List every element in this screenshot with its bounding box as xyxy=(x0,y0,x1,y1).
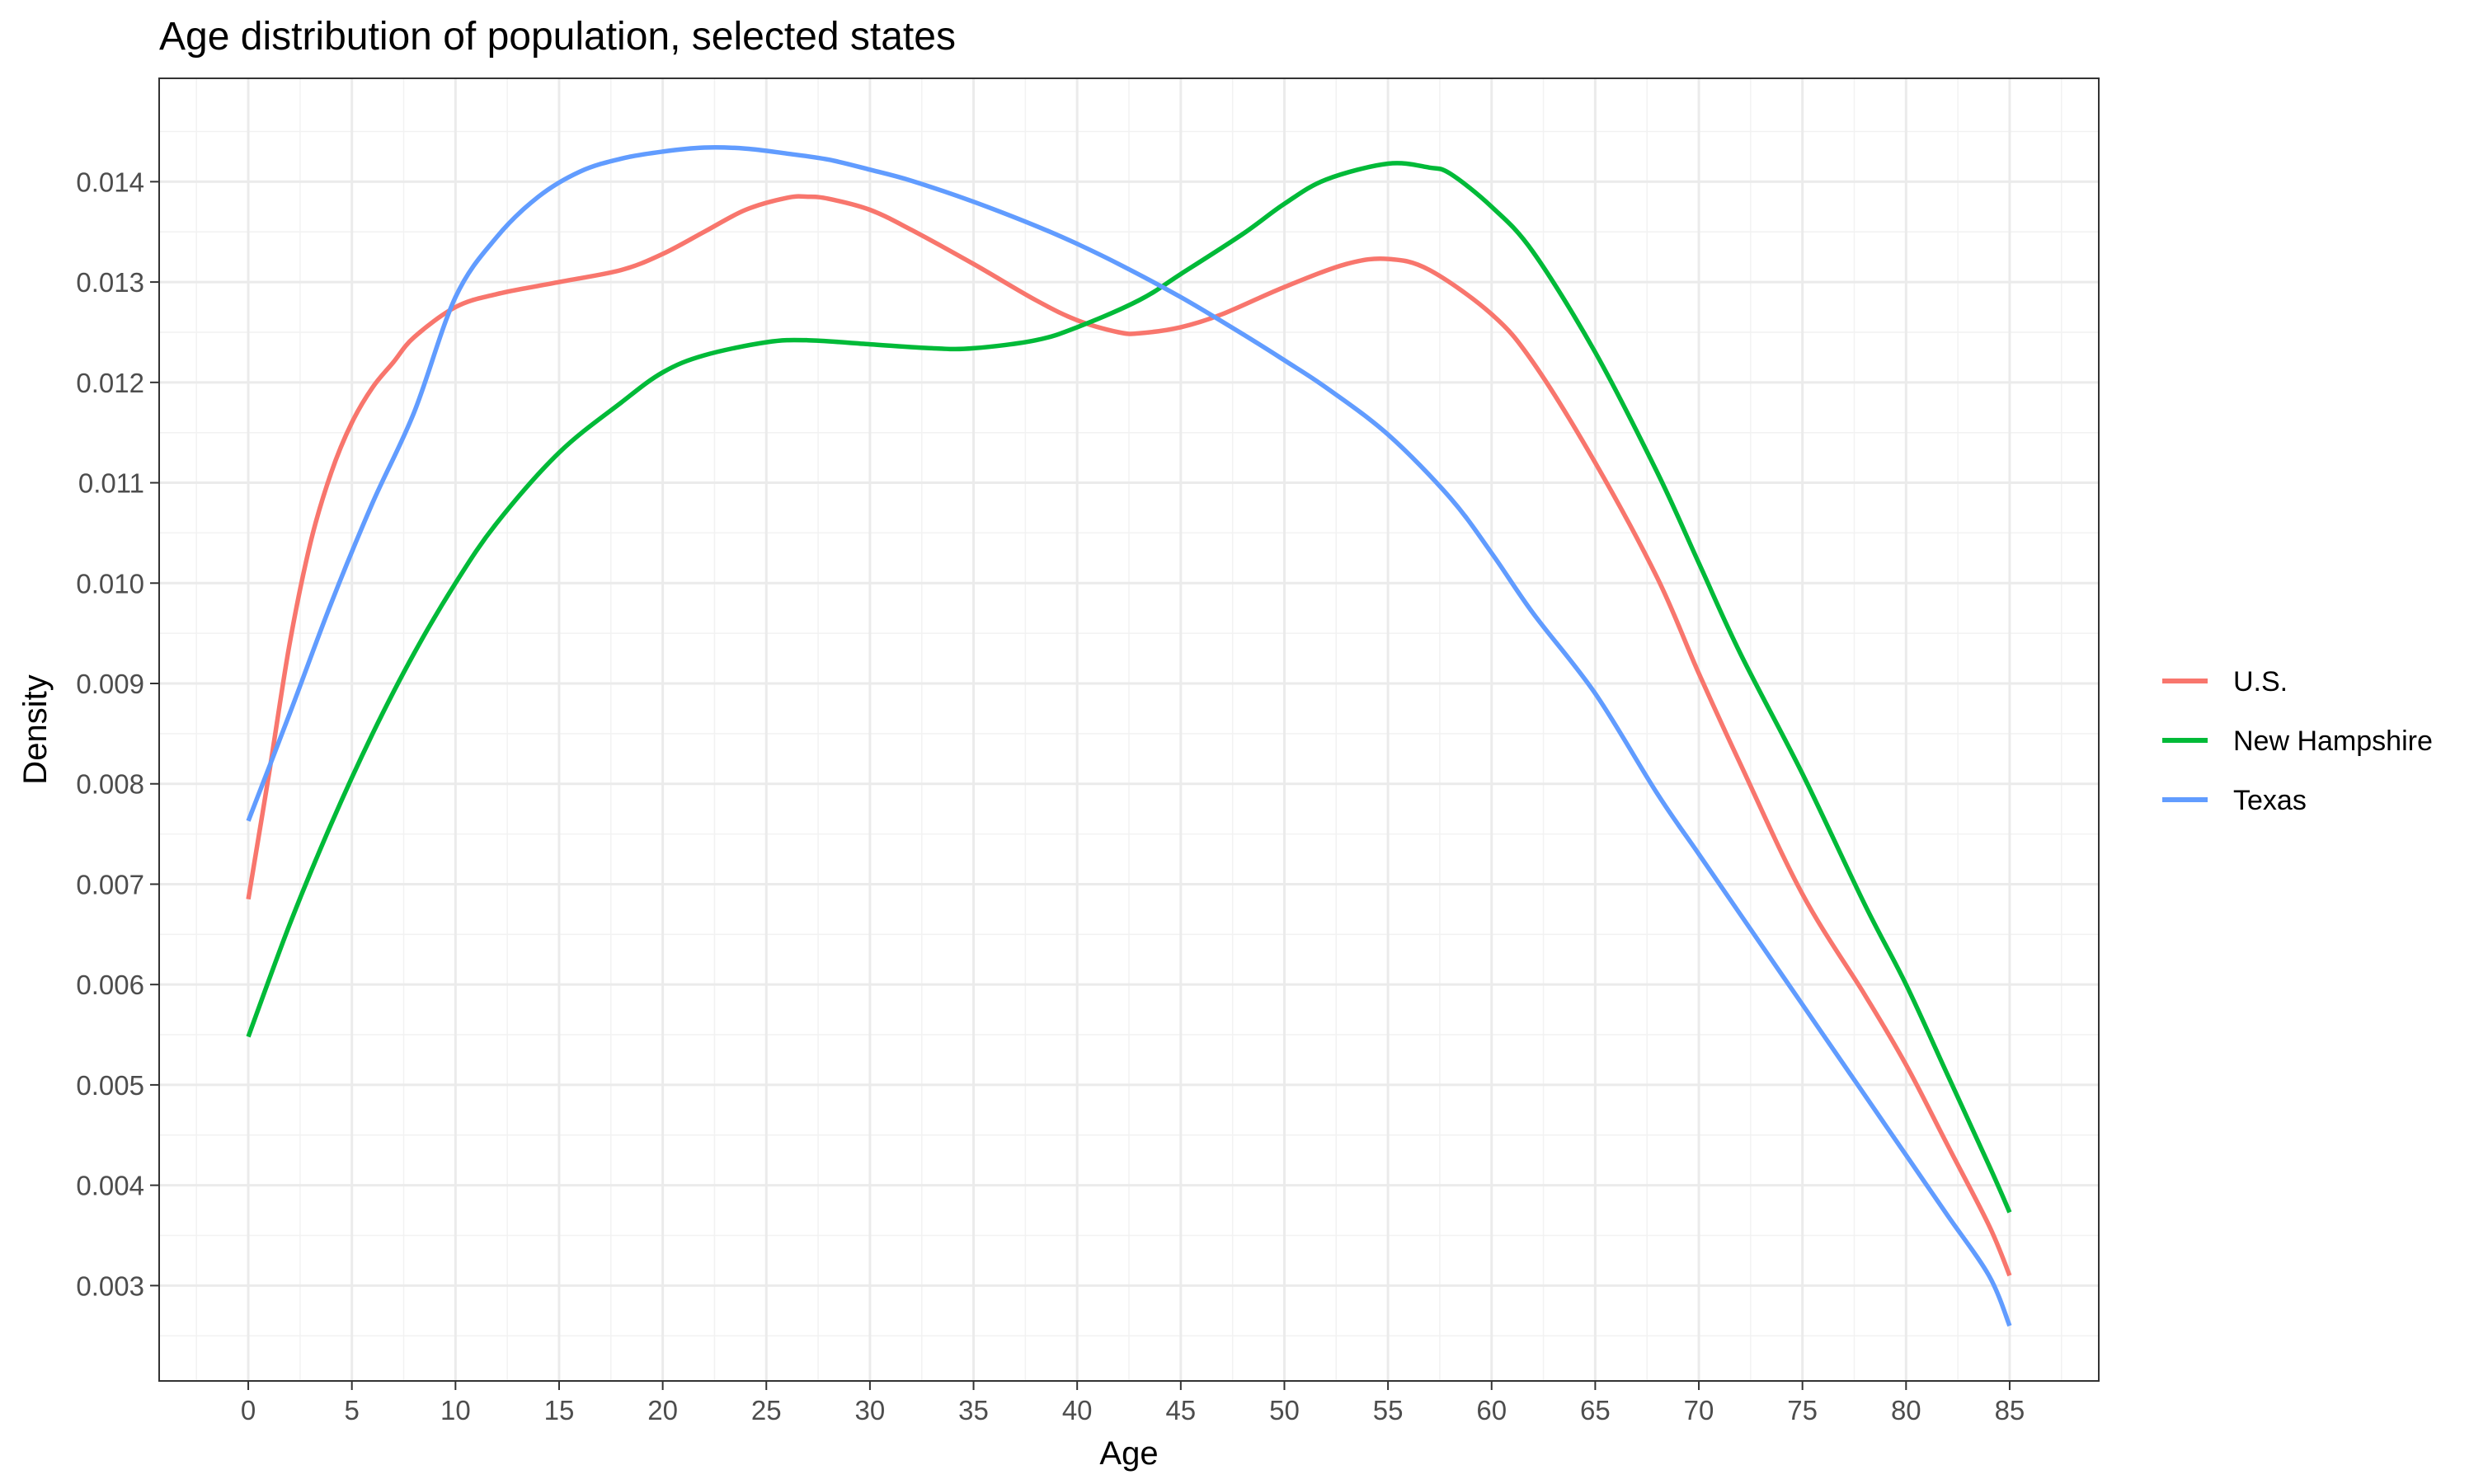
y-axis: 0.003 0.004 0.005 0.006 0.007 0.008 0.009 0.010… xyxy=(76,167,159,1301)
legend-label-u-s: U.S. xyxy=(2233,666,2288,697)
y-tick-label: 0.009 xyxy=(76,669,144,699)
series-lines xyxy=(246,145,2012,1327)
series-line-texas xyxy=(246,145,2012,1327)
y-tick-label: 0.014 xyxy=(76,167,144,197)
x-tick-label: 0 xyxy=(241,1395,256,1425)
y-tick-label: 0.011 xyxy=(78,468,144,499)
x-tick-label: 70 xyxy=(1684,1395,1714,1425)
x-tick-label: 25 xyxy=(751,1395,782,1425)
y-tick-label: 0.008 xyxy=(76,769,144,800)
x-tick-label: 55 xyxy=(1373,1395,1404,1425)
x-tick-label: 15 xyxy=(544,1395,575,1425)
legend-label-texas: Texas xyxy=(2233,785,2307,816)
x-tick-label: 40 xyxy=(1062,1395,1093,1425)
x-tick-label: 30 xyxy=(855,1395,886,1425)
x-tick-label: 20 xyxy=(647,1395,678,1425)
major-grid xyxy=(159,78,2099,1381)
x-tick-label: 85 xyxy=(1995,1395,2025,1425)
series-line-u-s xyxy=(246,194,2012,1277)
x-tick-label: 50 xyxy=(1269,1395,1300,1425)
y-axis-title: Density xyxy=(17,674,54,784)
x-axis: 0 5 10 15 20 25 30 35 40 45 50 55 60 65 70 75 80 85 xyxy=(241,1381,2025,1425)
y-tick-label: 0.006 xyxy=(76,970,144,1000)
x-axis-title: Age xyxy=(1099,1435,1158,1472)
x-tick-label: 80 xyxy=(1891,1395,1921,1425)
y-tick-label: 0.012 xyxy=(76,368,144,398)
y-tick-label: 0.010 xyxy=(76,568,144,599)
x-tick-label: 5 xyxy=(345,1395,360,1425)
x-tick-label: 10 xyxy=(440,1395,471,1425)
x-tick-label: 45 xyxy=(1165,1395,1196,1425)
y-tick-label: 0.003 xyxy=(76,1270,144,1301)
x-tick-label: 60 xyxy=(1476,1395,1507,1425)
plot-border xyxy=(158,77,2100,1382)
y-tick-label: 0.013 xyxy=(76,267,144,298)
y-tick-label: 0.004 xyxy=(76,1171,144,1201)
series-line-new-hampshire xyxy=(246,161,2012,1214)
y-tick-label: 0.005 xyxy=(76,1070,144,1101)
chart-title: Age distribution of population, selected… xyxy=(159,15,956,59)
x-tick-label: 35 xyxy=(958,1395,989,1425)
x-tick-label: 65 xyxy=(1580,1395,1611,1425)
legend-label-new-hampshire: New Hampshire xyxy=(2233,726,2433,757)
y-tick-label: 0.007 xyxy=(76,869,144,899)
x-tick-label: 75 xyxy=(1787,1395,1818,1425)
legend: U.S. New Hampshire Texas xyxy=(2162,666,2433,816)
